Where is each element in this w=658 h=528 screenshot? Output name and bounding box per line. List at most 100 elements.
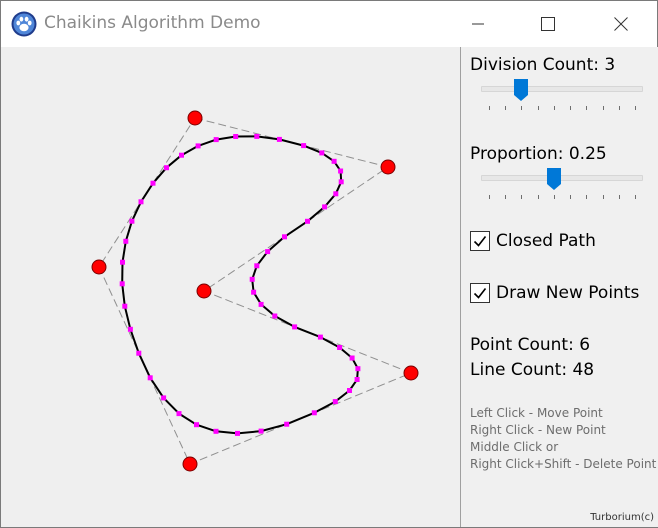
new-point — [150, 180, 156, 186]
new-point — [337, 345, 343, 350]
control-point[interactable] — [187, 110, 203, 126]
help-line: Middle Click or — [470, 440, 559, 454]
slider-tick — [618, 106, 620, 110]
new-point — [123, 238, 129, 244]
new-point — [195, 143, 201, 149]
proportion-slider[interactable] — [479, 167, 645, 203]
credit-text: Turborium(c) — [590, 512, 654, 523]
new-point — [254, 263, 260, 269]
new-point — [164, 165, 169, 171]
chaikin-curve — [121, 135, 359, 435]
slider-tick — [586, 195, 588, 199]
slider-tick — [505, 106, 507, 110]
slider-tick — [553, 106, 555, 110]
slider-tick — [553, 195, 555, 199]
new-point — [338, 179, 344, 185]
new-point — [147, 375, 153, 381]
slider-tick — [489, 195, 490, 199]
line-count-text: Line Count: 48 — [470, 360, 595, 380]
new-point — [179, 152, 184, 158]
new-point — [213, 428, 219, 434]
closed-path-checkbox[interactable]: Closed Path — [470, 231, 596, 251]
new-point — [317, 334, 323, 340]
draw-new-points-checkbox[interactable]: Draw New Points — [470, 283, 639, 303]
slider-tick — [489, 106, 490, 110]
new-point — [120, 259, 125, 265]
division-count-label: Division Count: 3 — [470, 55, 616, 75]
slider-thumb[interactable] — [546, 167, 562, 191]
slider-tick — [537, 106, 539, 110]
close-button[interactable] — [598, 1, 644, 47]
help-line: Left Click - Move Point — [470, 406, 603, 420]
new-point — [282, 234, 287, 240]
new-point — [311, 410, 317, 416]
minimize-icon — [472, 23, 484, 25]
checkmark-icon — [473, 236, 487, 247]
new-point — [254, 133, 260, 139]
new-point — [233, 134, 239, 139]
settings-panel: Division Count: 3 Proportion: 0.25 Close… — [460, 47, 658, 527]
new-point — [176, 411, 182, 417]
close-icon — [614, 17, 628, 31]
drawing-canvas[interactable] — [1, 47, 460, 527]
closed-path-label: Closed Path — [496, 231, 596, 251]
help-text: Left Click - Move Point Right Click - Ne… — [470, 405, 656, 473]
new-point — [272, 313, 278, 319]
slider-thumb[interactable] — [513, 78, 529, 102]
slider-track — [481, 175, 643, 181]
control-point[interactable] — [403, 365, 419, 381]
minimize-button[interactable] — [455, 1, 501, 47]
new-point — [284, 421, 290, 427]
division-count-slider[interactable] — [479, 78, 645, 114]
help-line: Right Click - New Point — [470, 423, 606, 437]
control-point[interactable] — [182, 456, 198, 472]
draw-new-points-label: Draw New Points — [496, 283, 640, 303]
slider-tick — [602, 106, 604, 110]
new-point — [194, 422, 199, 428]
new-point — [258, 428, 264, 434]
new-point — [251, 289, 257, 295]
new-point — [138, 199, 144, 205]
proportion-label: Proportion: 0.25 — [470, 144, 607, 164]
checkmark-icon — [473, 288, 487, 299]
slider-tick — [635, 195, 636, 199]
new-point — [322, 204, 328, 210]
slider-tick — [618, 195, 620, 199]
title-bar[interactable]: Chaikins Algorithm Demo — [1, 1, 657, 47]
slider-tick — [537, 195, 539, 199]
paw-icon — [11, 11, 37, 37]
new-point — [235, 430, 240, 436]
checkbox-box[interactable] — [470, 283, 490, 303]
slider-tick — [570, 195, 572, 199]
new-point — [338, 168, 344, 174]
checkbox-box[interactable] — [470, 231, 490, 251]
maximize-button[interactable] — [525, 1, 571, 47]
new-point — [161, 395, 167, 401]
control-point[interactable] — [380, 159, 396, 175]
new-point — [301, 143, 307, 149]
control-point[interactable] — [91, 259, 107, 275]
maximize-icon — [541, 17, 555, 31]
new-point — [265, 249, 271, 255]
new-point — [332, 399, 338, 405]
slider-tick — [505, 195, 507, 199]
new-point — [319, 150, 325, 156]
new-point — [347, 388, 352, 393]
new-point — [305, 218, 310, 224]
slider-tick — [602, 195, 604, 199]
new-point — [249, 276, 255, 282]
slider-tick — [521, 106, 523, 110]
point-count-text: Point Count: 6 — [470, 335, 591, 355]
slider-tick — [570, 106, 572, 110]
new-point — [122, 303, 128, 309]
control-point[interactable] — [196, 283, 212, 299]
curve-drawing[interactable] — [1, 47, 460, 527]
new-point — [119, 281, 125, 287]
new-point — [213, 137, 219, 143]
new-point — [354, 377, 360, 382]
slider-tick — [635, 106, 636, 110]
slider-track — [481, 86, 643, 92]
new-point — [276, 136, 282, 142]
new-point — [331, 158, 337, 164]
